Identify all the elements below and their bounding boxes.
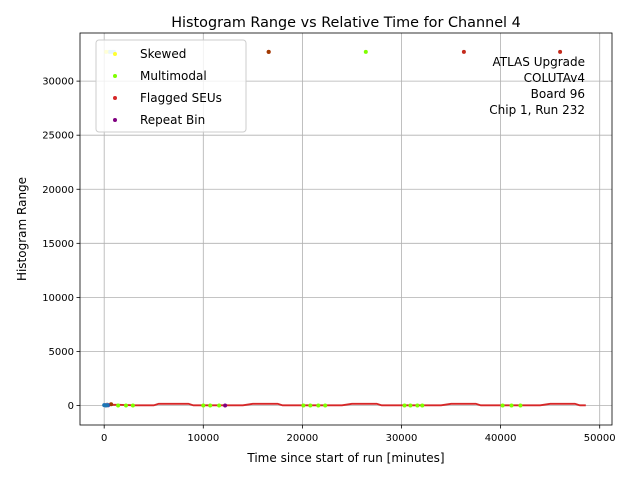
- y-tick-label: 25000: [42, 131, 74, 142]
- ticks: 0 10000 20000 30000 40000 50000 0 5000 10000 1500…: [42, 77, 615, 444]
- data-point: [363, 49, 368, 54]
- legend-marker: [113, 52, 117, 56]
- legend-label: Repeat Bin: [140, 113, 205, 127]
- data-point: [124, 403, 128, 408]
- legend: Skewed Multimodal Flagged SEUs Repeat Bin: [95, 39, 247, 133]
- series-line: [104, 402, 586, 407]
- legend-label: Skewed: [140, 47, 186, 61]
- y-tick-label: 30000: [42, 77, 74, 88]
- y-tick-label: 0: [68, 401, 74, 412]
- data-point: [217, 403, 222, 408]
- annotation-line: ATLAS Upgrade: [492, 55, 585, 69]
- data-point: [509, 403, 514, 408]
- legend-box: [95, 39, 247, 133]
- annotation-line: Board 96: [531, 87, 585, 101]
- data-point: [201, 403, 206, 408]
- legend-marker: [113, 118, 117, 122]
- y-axis-label: Histogram Range: [15, 177, 29, 281]
- data-point: [415, 403, 420, 408]
- data-point: [208, 403, 213, 408]
- data-point: [316, 403, 321, 408]
- x-axis-label: Time since start of run [minutes]: [246, 451, 444, 465]
- data-point: [266, 49, 271, 54]
- y-tick-label: 20000: [42, 185, 74, 196]
- legend-label: Multimodal: [140, 69, 207, 83]
- data-point: [402, 403, 407, 408]
- data-point: [518, 403, 523, 408]
- data-point: [500, 403, 505, 408]
- data-point: [308, 403, 313, 408]
- data-point: [558, 49, 563, 54]
- data-point: [223, 403, 228, 408]
- data-point: [116, 403, 121, 408]
- x-tick-label: 20000: [286, 433, 318, 444]
- x-tick-label: 40000: [485, 433, 517, 444]
- annotation-line: COLUTAv4: [524, 71, 585, 85]
- data-point: [301, 403, 306, 408]
- x-tick-label: 0: [101, 433, 107, 444]
- y-tick-label: 15000: [42, 239, 74, 250]
- annotation-line: Chip 1, Run 232: [489, 103, 585, 117]
- legend-label: Flagged SEUs: [140, 91, 222, 105]
- data-point: [130, 403, 135, 408]
- legend-marker: [113, 96, 117, 100]
- data-point: [408, 403, 413, 408]
- annotation: ATLAS Upgrade COLUTAv4 Board 96 Chip 1, Run…: [489, 55, 585, 117]
- plot-frame: [79, 32, 613, 426]
- grid: [80, 33, 612, 425]
- x-tick-label: 50000: [584, 433, 616, 444]
- data-point: [323, 403, 328, 408]
- y-tick-label: 10000: [42, 293, 74, 304]
- chart-title: Histogram Range vs Relative Time for Cha…: [171, 15, 521, 31]
- x-tick-label: 30000: [386, 433, 418, 444]
- data-point: [461, 49, 466, 54]
- x-tick-label: 10000: [187, 433, 219, 444]
- data-point: [420, 403, 425, 408]
- y-tick-label: 5000: [49, 347, 74, 358]
- legend-marker: [113, 74, 117, 78]
- data-point: [105, 403, 110, 408]
